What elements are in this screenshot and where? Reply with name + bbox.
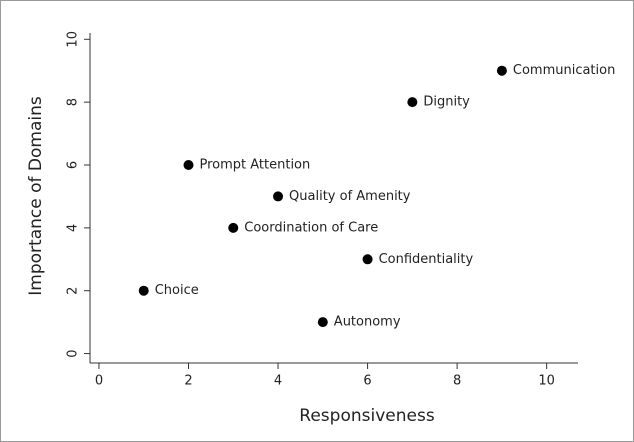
point-label: Choice: [155, 283, 199, 298]
x-tick-label: 4: [274, 374, 282, 389]
point-label: Prompt Attention: [199, 158, 310, 173]
point: [228, 222, 239, 233]
y-tick-label: 0: [66, 349, 81, 357]
point: [183, 160, 194, 170]
point-label: Confidentiality: [379, 252, 474, 267]
y-tick-label: 6: [66, 161, 81, 169]
x-tick-label: 0: [95, 374, 103, 389]
point-label: Communication: [513, 63, 615, 78]
point-label: Dignity: [423, 95, 470, 110]
x-tick-label: 2: [184, 374, 192, 389]
point: [496, 65, 507, 76]
x-axis-title: Responsiveness: [299, 406, 435, 426]
point: [138, 285, 149, 296]
point-label: Autonomy: [334, 315, 401, 330]
y-tick-label: 8: [66, 98, 81, 106]
x-tick-label: 6: [363, 374, 371, 389]
point: [317, 317, 328, 328]
point: [362, 254, 373, 265]
point: [407, 97, 418, 108]
y-axis-title: Importance of Domains: [26, 96, 46, 296]
y-tick-label: 2: [66, 287, 81, 295]
point-label: Coordination of Care: [244, 220, 378, 235]
y-tick-label: 10: [66, 31, 81, 48]
x-tick-label: 8: [453, 374, 461, 389]
x-tick-label: 10: [538, 374, 555, 389]
y-tick-label: 4: [66, 224, 81, 232]
point-label: Quality of Amenity: [289, 189, 411, 204]
point: [273, 191, 284, 202]
